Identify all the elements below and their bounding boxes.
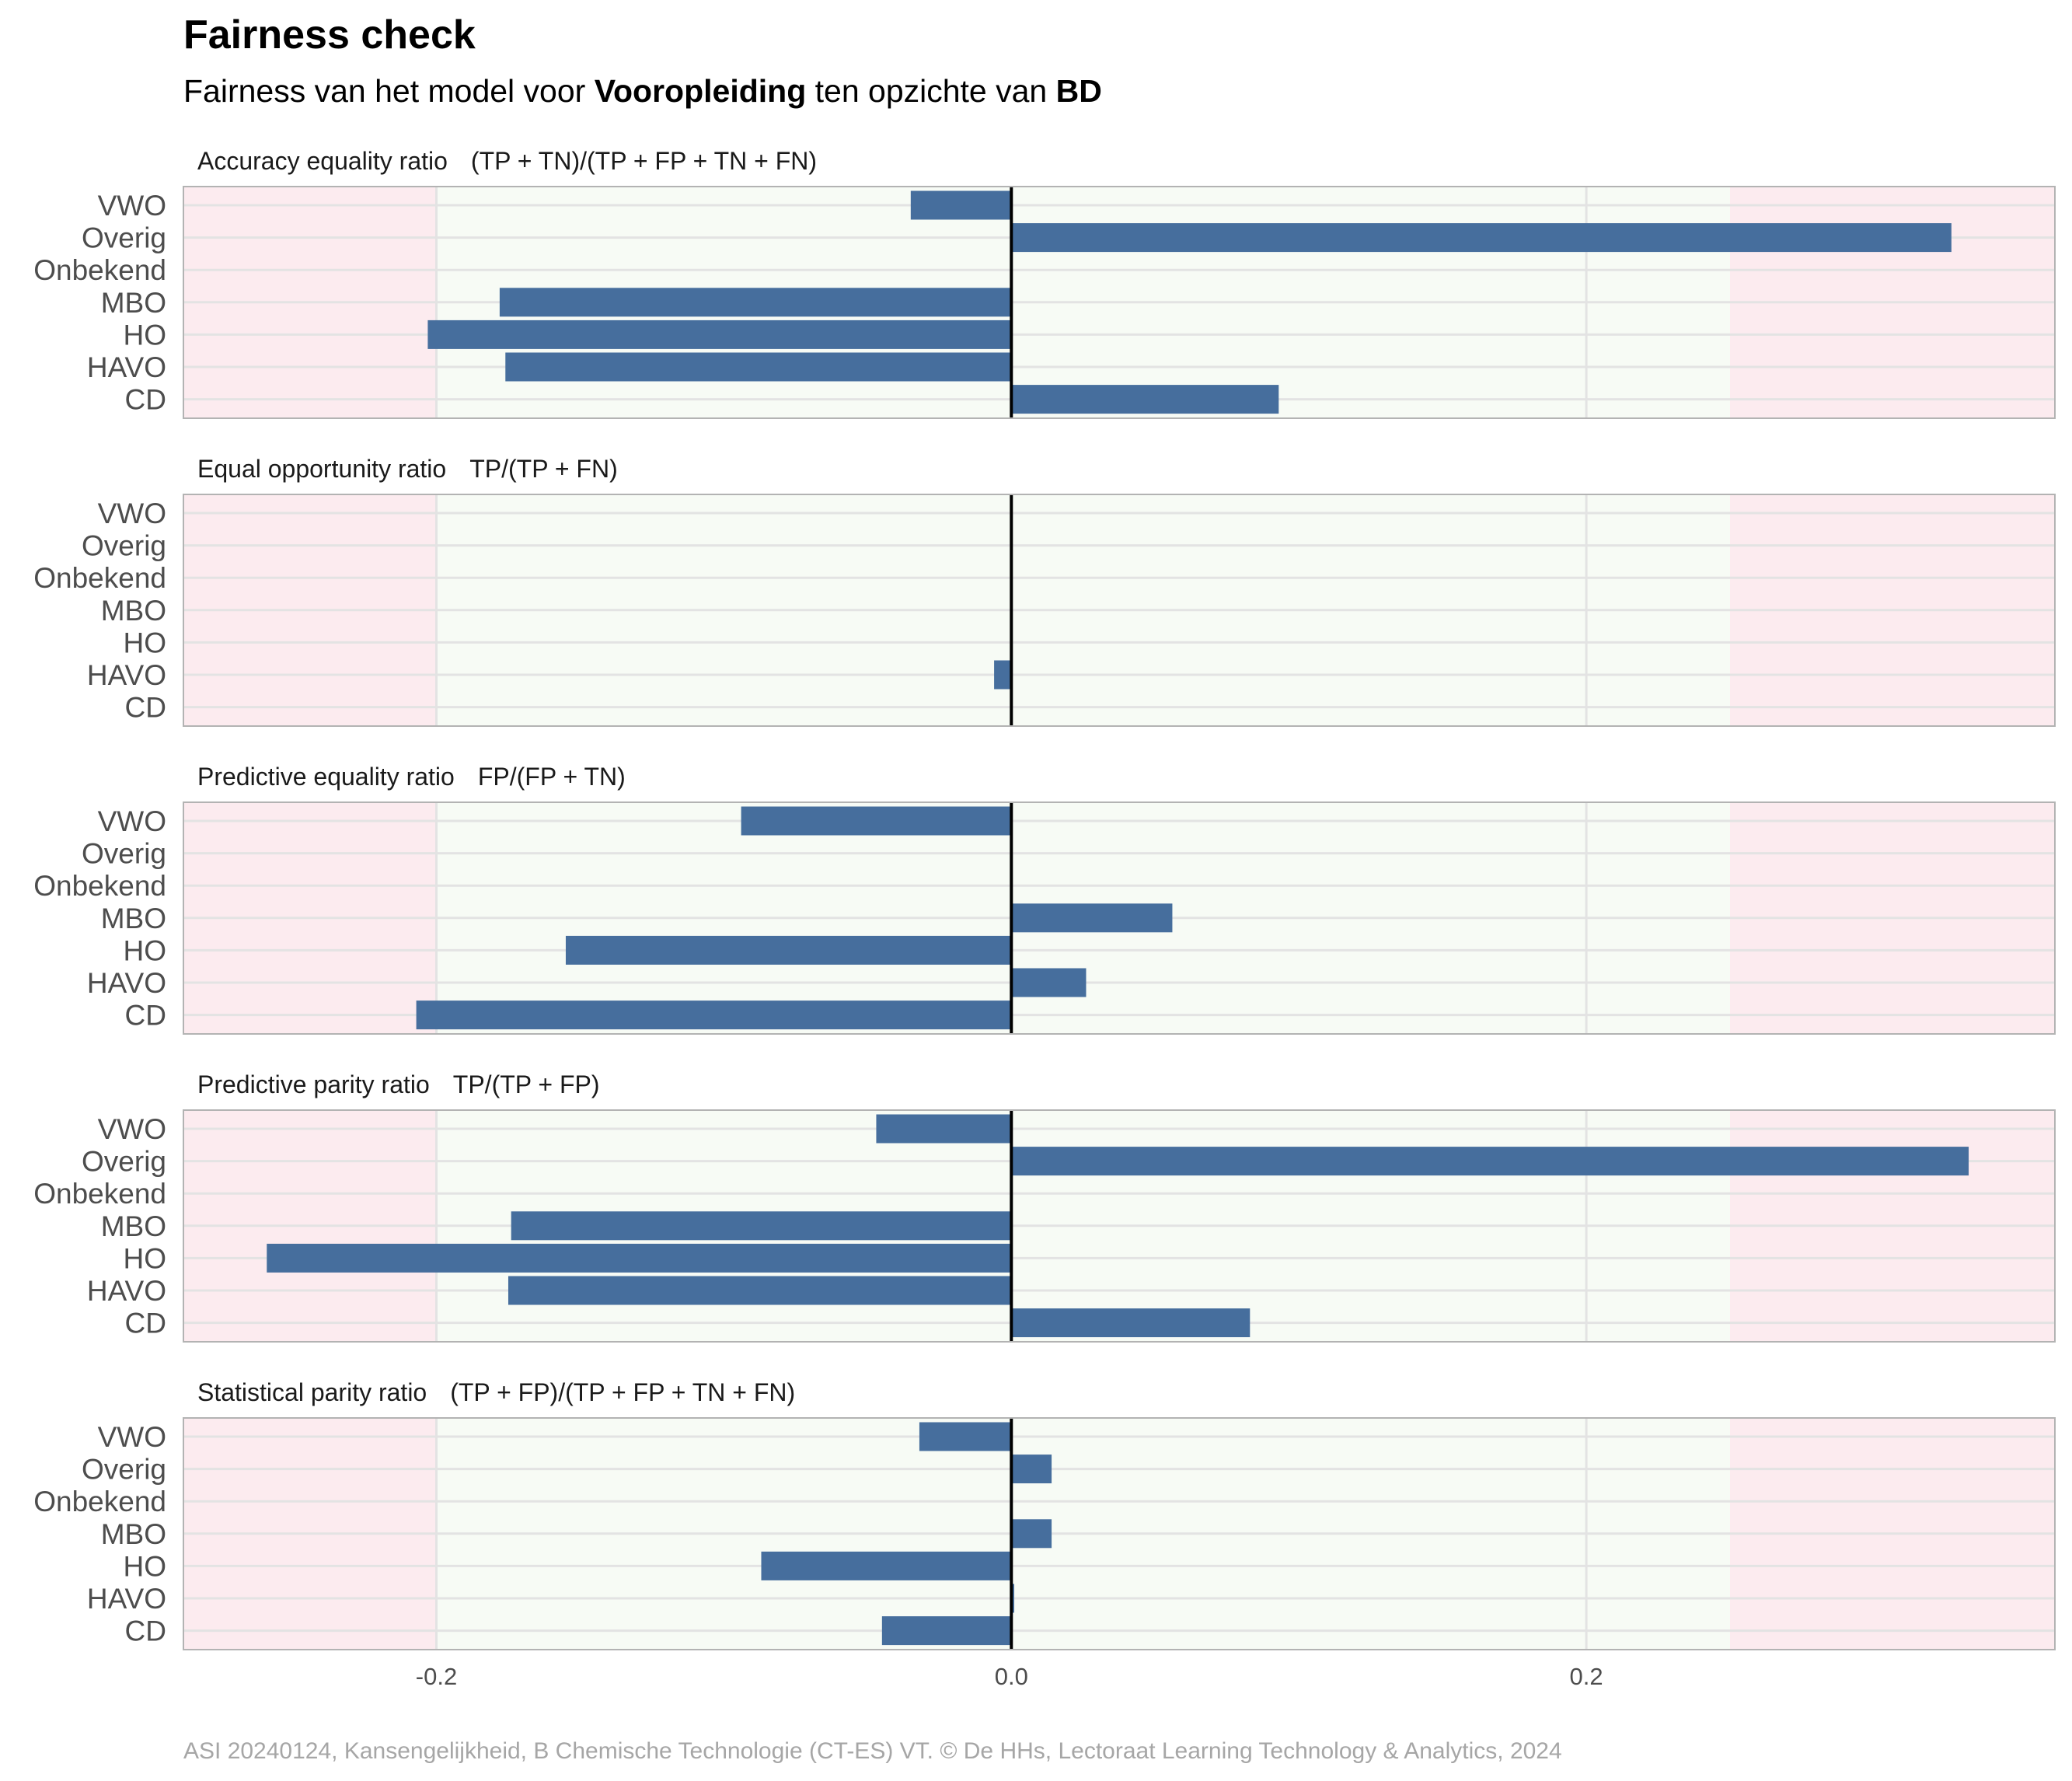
panel: Predictive parity ratio TP/(TP + FP) VWOOv…	[33, 1070, 2056, 1343]
panel: Statistical parity ratio (TP + FP)/(TP + …	[33, 1378, 2056, 1650]
bar-mbo	[499, 288, 1012, 317]
bar-vwo	[910, 190, 1012, 220]
bar-ho	[565, 935, 1012, 965]
panel-name: Predictive parity ratio	[197, 1070, 430, 1098]
category-label: MBO	[101, 595, 166, 627]
panel-formula: TP/(TP + FP)	[453, 1070, 600, 1098]
category-label: VWO	[98, 805, 166, 837]
panel-formula: TP/(TP + FN)	[469, 455, 618, 483]
chart-subtitle: Fairness van het model voor Vooropleidin…	[183, 73, 1102, 109]
subtitle-part: Fairness van het model voor	[183, 73, 595, 109]
category-label: HAVO	[87, 659, 166, 691]
bar-cd	[1011, 1308, 1251, 1338]
category-label: HO	[124, 934, 167, 966]
category-label: Overig	[82, 1454, 166, 1486]
category-label: HAVO	[87, 351, 166, 383]
panel-formula: (TP + FP)/(TP + FP + TN + FN)	[450, 1378, 795, 1406]
category-label: Onbekend	[33, 254, 166, 286]
x-tick-label: 0.0	[995, 1663, 1028, 1690]
category-label: Onbekend	[33, 1486, 166, 1517]
bar-havo	[994, 660, 1012, 690]
category-label: CD	[125, 692, 166, 724]
category-label: VWO	[98, 1421, 166, 1453]
panel-label: Statistical parity ratio (TP + FP)/(TP + …	[197, 1378, 795, 1406]
category-label: HO	[124, 1550, 167, 1582]
panel-formula: FP/(FP + TN)	[478, 763, 626, 791]
bar-havo	[1011, 968, 1087, 997]
category-label: Overig	[82, 838, 166, 870]
panels: Accuracy equality ratio (TP + TN)/(TP + F…	[33, 147, 2056, 1650]
panel-label: Accuracy equality ratio (TP + TN)/(TP + F…	[197, 147, 817, 175]
category-label: HAVO	[87, 967, 166, 999]
category-label: HAVO	[87, 1583, 166, 1615]
category-label: VWO	[98, 498, 166, 529]
category-label: VWO	[98, 190, 166, 222]
category-label: MBO	[101, 1518, 166, 1550]
category-label: CD	[125, 1000, 166, 1032]
panel-border	[183, 1417, 2056, 1650]
bar-vwo	[919, 1422, 1012, 1451]
bar-ho	[427, 320, 1012, 349]
panel: Predictive equality ratio FP/(FP + TN) VWO…	[33, 763, 2056, 1035]
bar-overig	[1011, 1147, 1969, 1176]
bar-mbo	[1011, 903, 1173, 933]
bar-havo	[505, 352, 1012, 382]
x-tick-label: -0.2	[416, 1663, 457, 1690]
category-label: CD	[125, 1615, 166, 1647]
bar-mbo	[1011, 1519, 1052, 1549]
bar-mbo	[511, 1211, 1012, 1241]
bar-vwo	[741, 806, 1012, 836]
panel: Equal opportunity ratio TP/(TP + FN) VWOOv…	[33, 455, 2056, 727]
subtitle-part: Vooropleiding	[595, 73, 807, 109]
category-label: MBO	[101, 1210, 166, 1242]
panel-name: Equal opportunity ratio	[197, 455, 446, 483]
bar-havo	[508, 1276, 1012, 1305]
x-axis: -0.2 0.0 0.2	[416, 1663, 1603, 1690]
panel-label: Predictive parity ratio TP/(TP + FP)	[197, 1070, 600, 1098]
category-label: HO	[124, 627, 167, 658]
bar-overig	[1011, 223, 1952, 253]
bar-cd	[416, 1001, 1012, 1030]
category-label: VWO	[98, 1113, 166, 1145]
category-label: HO	[124, 1242, 167, 1274]
category-label: MBO	[101, 287, 166, 319]
category-label: HAVO	[87, 1275, 166, 1307]
category-label: Overig	[82, 530, 166, 562]
category-label: Overig	[82, 1146, 166, 1178]
bar-vwo	[876, 1114, 1012, 1144]
bar-ho	[761, 1551, 1012, 1580]
panel-name: Statistical parity ratio	[197, 1378, 427, 1406]
panel-border	[183, 801, 2056, 1035]
panel-name: Accuracy equality ratio	[197, 147, 448, 175]
panel-label: Equal opportunity ratio TP/(TP + FN)	[197, 455, 618, 483]
category-label: Onbekend	[33, 1178, 166, 1210]
subtitle-part: ten opzichte van	[806, 73, 1055, 109]
panel-border	[183, 494, 2056, 727]
chart-caption: ASI 20240124, Kansengelijkheid, B Chemis…	[183, 1738, 1562, 1764]
panel-name: Predictive equality ratio	[197, 763, 455, 791]
category-label: Overig	[82, 222, 166, 254]
panel-label: Predictive equality ratio FP/(FP + TN)	[197, 763, 626, 791]
panel-formula: (TP + TN)/(TP + FP + TN + FN)	[471, 147, 817, 175]
subtitle-part: BD	[1056, 73, 1102, 109]
category-label: CD	[125, 384, 166, 416]
bar-cd	[881, 1616, 1012, 1646]
bar-cd	[1011, 385, 1279, 414]
panel: Accuracy equality ratio (TP + TN)/(TP + F…	[33, 147, 2056, 419]
chart-title: Fairness check	[183, 12, 476, 58]
bar-overig	[1011, 1454, 1052, 1484]
category-label: Onbekend	[33, 870, 166, 902]
category-label: Onbekend	[33, 562, 166, 594]
bar-ho	[267, 1243, 1012, 1273]
x-tick-label: 0.2	[1570, 1663, 1603, 1690]
category-label: HO	[124, 319, 167, 351]
panel-border	[183, 1109, 2056, 1343]
category-label: CD	[125, 1308, 166, 1339]
category-label: MBO	[101, 903, 166, 934]
panel-border	[183, 186, 2056, 419]
